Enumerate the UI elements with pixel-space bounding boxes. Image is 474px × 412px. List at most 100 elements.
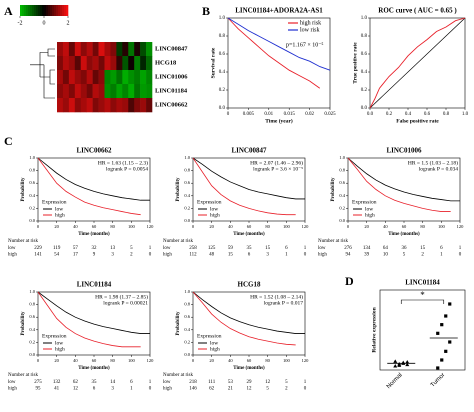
y-axis-label: Probability xyxy=(176,177,181,202)
heatmap-cell xyxy=(110,56,117,71)
heatmap-cell xyxy=(62,98,70,113)
risk-count: 119 xyxy=(53,246,61,251)
heatmap-cell xyxy=(146,84,153,99)
risk-title: Number at risk xyxy=(8,239,38,244)
x-tick-label: 0.0 xyxy=(367,112,374,117)
risk-count: 62 xyxy=(73,380,79,385)
x-axis-label: Time (months) xyxy=(388,232,420,237)
heatmap-cell xyxy=(98,70,105,85)
series-line xyxy=(192,157,296,216)
point xyxy=(436,331,440,335)
category-label: Normal xyxy=(386,372,404,390)
risk-count: 1 xyxy=(304,380,307,385)
heatmap-cell xyxy=(122,84,129,99)
heatmap-cell xyxy=(134,42,141,57)
risk-row-label: high xyxy=(318,253,327,258)
point xyxy=(444,349,448,353)
x-tick-label: 120 xyxy=(457,224,465,229)
y-tick-label: 0.4 xyxy=(219,70,226,75)
hazard-ratio: HR = 1.98 (1.37 – 2.85) xyxy=(95,293,148,300)
series-line xyxy=(37,157,141,216)
y-tick-label: 0.2 xyxy=(29,339,35,344)
y-tick-label: 1.0 xyxy=(29,155,35,160)
y-tick-label: 0.8 xyxy=(219,34,226,39)
x-tick-label: 0 xyxy=(37,224,40,229)
chart-title: LINC01006 xyxy=(386,147,422,155)
risk-row-label: low xyxy=(8,246,16,251)
risk-count: 94 xyxy=(346,253,352,258)
point xyxy=(436,366,440,370)
heatmap-cell xyxy=(122,56,129,71)
y-tick-label: 0.2 xyxy=(339,205,345,210)
x-tick-label: 60 xyxy=(92,224,97,229)
heatmap-cell xyxy=(57,70,64,85)
y-tick-label: 0.0 xyxy=(29,218,35,223)
logrank-p: logrank P = 0.00021 xyxy=(103,300,148,306)
y-axis-label: Probability xyxy=(331,177,336,202)
heatmap-cell xyxy=(62,70,70,85)
x-tick-label: 0 xyxy=(347,224,350,229)
x-tick-label: 80 xyxy=(265,224,270,229)
heatmap-cell xyxy=(116,84,123,99)
point xyxy=(448,302,452,306)
x-tick-label: 60 xyxy=(247,224,252,229)
x-tick-label: 120 xyxy=(302,358,310,363)
x-tick-label: 0.6 xyxy=(424,112,431,117)
colorbar-step xyxy=(30,5,33,16)
colorbar-step xyxy=(54,5,57,16)
legend-label: high xyxy=(55,346,65,352)
x-axis-label: False positive rate xyxy=(396,118,439,124)
risk-count: 29 xyxy=(247,380,253,385)
heatmap-cell xyxy=(128,70,135,85)
plot-frame xyxy=(227,17,331,109)
risk-count: 6 xyxy=(93,387,96,392)
x-tick-label: 0.2 xyxy=(386,112,393,117)
y-tick-label: 0.6 xyxy=(219,52,226,57)
risk-count: 53 xyxy=(228,380,234,385)
risk-count: 12 xyxy=(247,387,253,392)
heatmap-cell xyxy=(68,42,76,57)
y-axis-label: Relative expression xyxy=(371,307,377,352)
annotation: * xyxy=(420,290,425,300)
risk-count: 1 xyxy=(130,387,133,392)
risk-count: 59 xyxy=(228,246,234,251)
risk-count: 146 xyxy=(189,387,197,392)
x-tick-label: 80 xyxy=(110,358,115,363)
risk-count: 112 xyxy=(189,253,197,258)
colorbar-step xyxy=(66,5,69,16)
heatmap-cell xyxy=(74,84,82,99)
x-tick-label: 100 xyxy=(283,358,291,363)
heatmap-cell xyxy=(146,98,153,113)
x-tick-label: 40 xyxy=(73,224,78,229)
heatmap-cell xyxy=(74,56,82,71)
colorbar-step xyxy=(26,5,29,16)
significance-bracket xyxy=(400,299,445,304)
heatmap-cell xyxy=(134,56,141,71)
heatmap-cell xyxy=(128,42,135,57)
chart-title: LINC01184 xyxy=(77,281,112,289)
row-label: LINC00662 xyxy=(155,101,188,108)
x-tick-label: 20 xyxy=(364,224,369,229)
colorbar-step xyxy=(56,5,59,16)
heatmap-cell xyxy=(134,84,141,99)
y-tick-label: 0.0 xyxy=(219,106,226,111)
heatmap-cell xyxy=(140,42,147,57)
panel-label: C xyxy=(4,134,13,148)
panel-label: B xyxy=(202,4,210,18)
x-axis-label: Time (months) xyxy=(78,366,110,371)
y-tick-label: 0.2 xyxy=(361,88,368,93)
risk-row-label: low xyxy=(163,380,171,385)
legend-title: Expression xyxy=(42,199,67,205)
risk-count: 10 xyxy=(383,253,389,258)
point xyxy=(405,362,410,367)
colorbar-step xyxy=(60,5,63,16)
risk-count: 1 xyxy=(459,246,462,251)
colorbar-step xyxy=(62,5,65,16)
colorbar-step xyxy=(36,5,39,16)
risk-count: 6 xyxy=(130,380,133,385)
legend-label: high xyxy=(210,346,220,352)
heatmap-cell xyxy=(68,56,76,71)
colorbar-step xyxy=(40,5,43,16)
heatmap-cell xyxy=(128,84,135,99)
